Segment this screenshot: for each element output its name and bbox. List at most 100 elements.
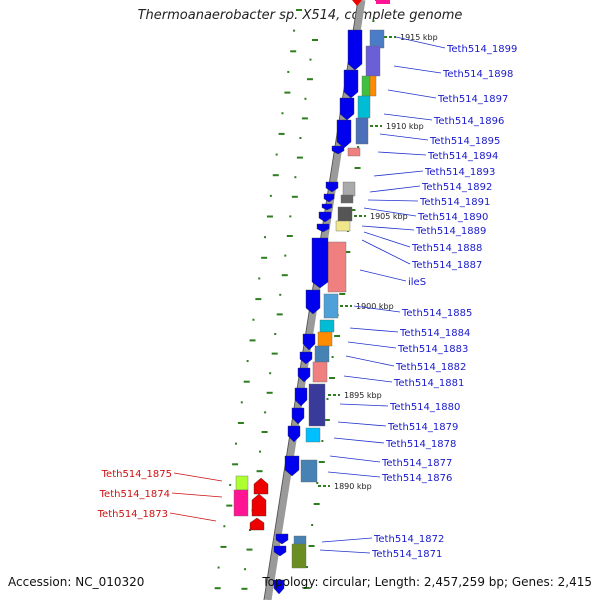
feature-block [376, 0, 390, 4]
gene-label-reverse: Teth514_1875 [101, 469, 172, 480]
scale-tick-label: 1910 kbp [386, 122, 424, 131]
label-leader [347, 341, 397, 349]
gene-label-forward: Teth514_1883 [397, 344, 468, 355]
gene-label-forward: Teth514_1887 [411, 260, 482, 271]
gene-label-forward: Teth514_1895 [429, 136, 500, 147]
feature-block [340, 194, 354, 204]
gene-arrow-forward [311, 237, 329, 289]
label-leader [379, 133, 429, 141]
feature-blocks [233, 0, 390, 569]
label-leader [319, 549, 371, 554]
gene-label-forward: Teth514_1892 [421, 182, 492, 193]
map-title: Thermoanaerobacter sp. X514, complete ge… [137, 8, 463, 23]
feature-block [369, 29, 385, 49]
label-leader [395, 36, 446, 49]
gene-arrow-forward [347, 29, 363, 71]
feature-block [361, 75, 371, 97]
gene-arrow-forward [275, 533, 289, 545]
label-leader [383, 113, 433, 121]
label-leader [337, 421, 387, 427]
feature-block [233, 489, 249, 517]
gene-label-forward: Teth514_1893 [424, 167, 495, 178]
gene-label-forward: Teth514_1881 [393, 378, 464, 389]
label-leader [361, 225, 415, 231]
gene-arrow-reverse [249, 517, 265, 531]
label-leader [329, 455, 381, 463]
label-leader [171, 492, 223, 498]
gene-label-forward: Teth514_1877 [381, 458, 452, 469]
label-leader [373, 170, 424, 177]
label-leader [387, 89, 437, 99]
feature-block [293, 535, 307, 545]
topology-text: Topology: circular; Length: 2,457,259 bp… [262, 575, 592, 589]
label-leader [359, 269, 407, 282]
feature-block [319, 319, 335, 333]
label-leader [369, 185, 421, 193]
gene-label-forward: Teth514_1872 [373, 534, 444, 545]
gene-arrow-forward [305, 289, 321, 315]
feature-block [355, 117, 369, 145]
gene-label-forward: Teth514_1896 [433, 116, 504, 127]
gene-arrow-forward [316, 223, 330, 233]
gene-label-forward: Teth514_1880 [389, 402, 460, 413]
label-leader [393, 65, 442, 74]
gene-label-forward: Teth514_1884 [399, 328, 470, 339]
feature-block [323, 293, 339, 319]
scale-tick-label: 1905 kbp [370, 212, 408, 221]
gene-label-forward: Teth514_1889 [415, 226, 486, 237]
gene-arrow-forward [321, 203, 333, 211]
feature-block [357, 95, 371, 119]
gene-label-forward: Teth514_1871 [371, 549, 442, 560]
feature-block [317, 331, 333, 347]
gene-arrows [249, 0, 363, 595]
feature-block [300, 459, 318, 483]
label-leader [339, 403, 389, 407]
gene-label-forward: Teth514_1879 [387, 422, 458, 433]
gene-arrow-forward [318, 211, 332, 223]
feature-block [342, 181, 356, 197]
gene-label-reverse: Teth514_1874 [99, 489, 170, 500]
gene-arrow-forward [299, 351, 313, 365]
gene-arrow-forward [273, 545, 287, 557]
gene-label-reverse: Teth514_1873 [97, 509, 168, 520]
scale-tick-label: 1895 kbp [344, 391, 382, 400]
feature-block [335, 220, 351, 232]
gene-label-forward: Teth514_1878 [385, 439, 456, 450]
feature-block [369, 75, 377, 97]
label-leader [345, 355, 395, 367]
gene-arrow-forward [291, 407, 305, 425]
gene-label-forward: Teth514_1876 [381, 473, 452, 484]
scale-ticks: 1915 kbp 1910 kbp 1905 kbp 1900 kbp 1895 kbp… [318, 33, 438, 491]
gene-label-forward: Teth514_1894 [427, 151, 498, 162]
label-leader [343, 375, 393, 383]
gene-arrow-forward [325, 181, 339, 193]
label-leader [367, 199, 419, 202]
gene-arrow-forward [302, 333, 316, 351]
feature-block [365, 45, 381, 77]
gene-arrow-reverse [251, 493, 267, 517]
feature-block [337, 206, 353, 222]
gene-label-forward: Teth514_1891 [419, 197, 490, 208]
gene-arrow-forward [273, 579, 285, 595]
feature-block [291, 543, 307, 569]
gene-arrow-reverse [352, 0, 362, 6]
gene-label-forward: Teth514_1899 [446, 44, 517, 55]
gene-label-forward: ileS [408, 277, 426, 288]
label-leader [333, 437, 385, 444]
gene-label-forward: Teth514_1898 [442, 69, 513, 80]
feature-block [305, 427, 321, 443]
label-leader [349, 327, 399, 333]
feature-block [235, 475, 249, 491]
gene-arrow-forward [331, 145, 345, 155]
label-leader [363, 231, 411, 248]
gene-label-forward: Teth514_1890 [417, 212, 488, 223]
gene-arrow-forward [323, 193, 335, 203]
feature-block [314, 345, 330, 363]
label-leader [377, 151, 427, 156]
gene-label-forward: Teth514_1882 [395, 362, 466, 373]
scale-tick-label: 1890 kbp [334, 482, 372, 491]
label-leader [361, 239, 411, 265]
label-leader [321, 537, 373, 543]
gene-arrow-forward [339, 97, 355, 121]
